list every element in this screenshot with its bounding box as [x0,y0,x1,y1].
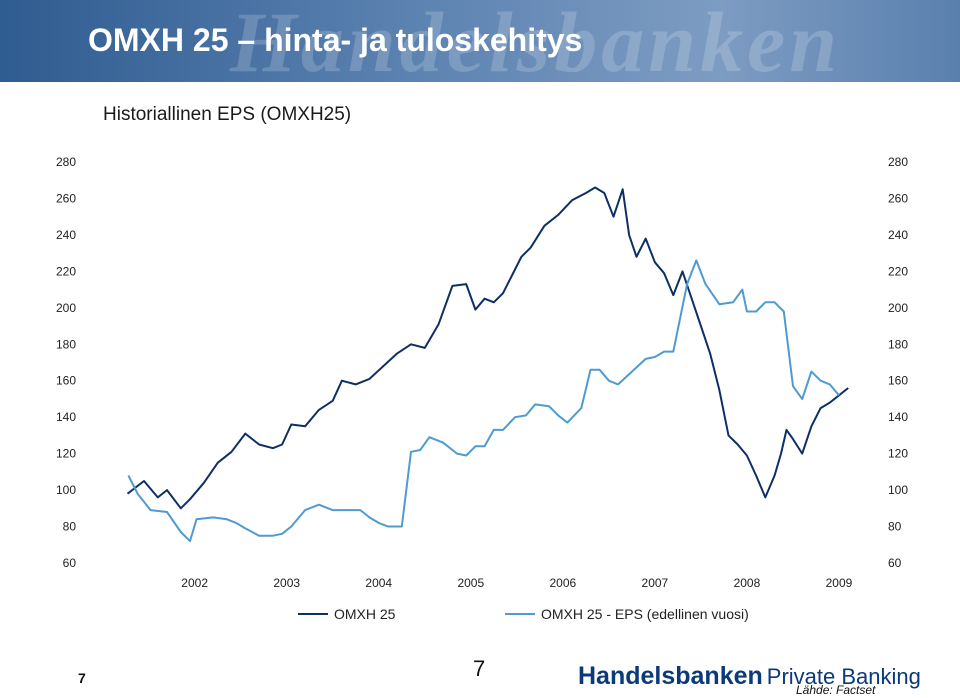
y-tick-label-left: 180 [56,337,76,351]
y-tick-label-right: 160 [888,374,908,388]
legend-swatch-omxh25 [298,613,328,615]
y-tick-label-right: 240 [888,228,908,242]
page-number-center: 7 [473,656,486,681]
y-tick-label-left: 160 [56,374,76,388]
brand-name: Handelsbanken [578,662,763,690]
y-tick-label-left: 140 [56,410,76,424]
legend-item-omxh25: OMXH 25 [298,606,395,622]
series-group [126,186,849,543]
y-tick-label-right: 200 [888,301,908,315]
x-tick-label: 2007 [642,576,669,590]
legend-swatch-eps [505,613,535,615]
y-tick-label-left: 60 [63,556,77,570]
legend-label-eps: OMXH 25 - EPS (edellinen vuosi) [541,606,749,622]
y-tick-label-left: 240 [56,228,76,242]
x-tick-label: 2006 [549,576,576,590]
x-tick-label: 2003 [273,576,300,590]
legend: OMXH 25 OMXH 25 - EPS (edellinen vuosi) [0,606,960,628]
header-banner: Handelsbanken OMXH 25 – hinta- ja tulosk… [0,0,960,82]
y-tick-label-right: 260 [888,191,908,205]
source-note: Lähde: Factset [796,683,876,697]
y-tick-label-left: 80 [63,520,77,534]
y-tick-label-right: 140 [888,410,908,424]
y-tick-label-right: 120 [888,447,908,461]
x-tick-label: 2002 [181,576,208,590]
y-tick-label-left: 220 [56,264,76,278]
page-title: OMXH 25 – hinta- ja tuloskehitys [88,22,583,58]
x-tick-label: 2008 [734,576,761,590]
y-tick-label-left: 120 [56,447,76,461]
series-line-omxh25 [126,186,849,510]
y-tick-label-left: 280 [56,155,76,169]
y-tick-label-left: 100 [56,483,76,497]
y-tick-label-right: 100 [888,483,908,497]
x-tick-label: 2005 [457,576,484,590]
y-tick-label-right: 280 [888,155,908,169]
watermark-logo: Handelsbanken [230,0,842,82]
x-axis-labels: 2002 2003 2004 2005 2006 2007 2008 2009 [181,576,852,590]
y-tick-label-left: 260 [56,191,76,205]
legend-label-omxh25: OMXH 25 [334,606,396,622]
line-chart: 60 80 100 120 140 160 180 200 220 240 260 280 60 80 1… [56,155,908,590]
series-line-eps [127,259,840,543]
y-tick-label-left: 200 [56,301,76,315]
legend-item-eps: OMXH 25 - EPS (edellinen vuosi) [505,606,749,622]
y-tick-label-right: 80 [888,520,902,534]
page-number-left: 7 [78,670,86,686]
y-axis-right: 60 80 100 120 140 160 180 200 220 240 260 280 [888,155,908,570]
x-tick-label: 2004 [365,576,392,590]
y-tick-label-right: 220 [888,264,908,278]
brand-subtitle: Private Banking [766,664,921,689]
y-tick-label-right: 180 [888,337,908,351]
x-tick-label: 2009 [826,576,853,590]
y-tick-label-right: 60 [888,556,902,570]
y-axis-left: 60 80 100 120 140 160 180 200 220 240 260 280 [56,155,76,570]
chart-subtitle: Historiallinen EPS (OMXH25) [103,104,352,125]
brand-logo: Handelsbanken Private Banking [578,662,921,691]
